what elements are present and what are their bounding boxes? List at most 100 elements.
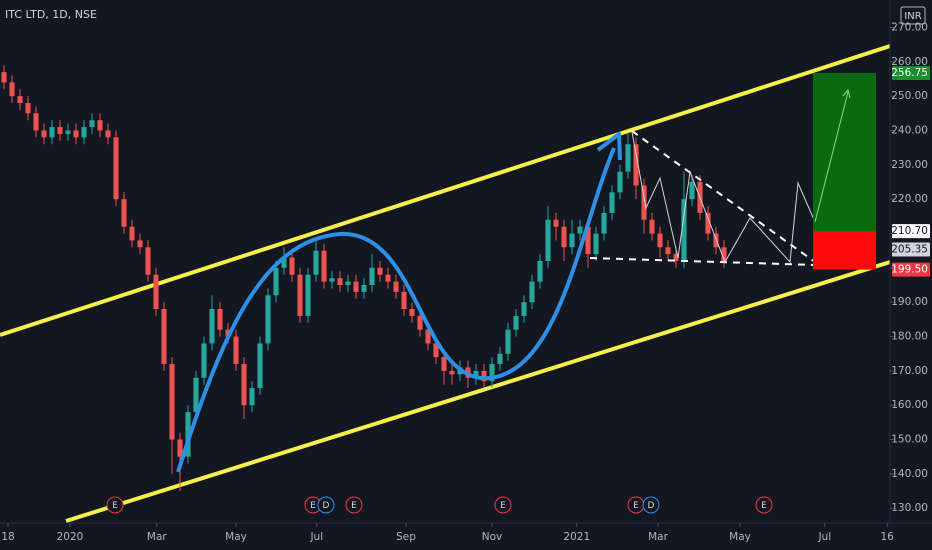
candle-body [233,336,239,365]
candle-body [41,130,47,138]
currency-box[interactable] [900,6,926,25]
candle-body [673,254,679,261]
event-label: E [351,501,357,511]
candle-body [617,171,623,193]
x-tick-label: Jul [309,531,323,543]
currency[interactable]: INR [904,11,921,22]
loss-zone [813,231,876,270]
candle-body [73,130,79,138]
target-arrow-head [842,88,851,99]
candle-body [273,267,279,296]
y-tick-label: 220.00 [891,193,928,205]
candle-body [17,96,23,104]
candle-body [281,257,287,268]
candle-body [545,219,551,261]
channel-upper [0,44,891,337]
candle-body [1,72,7,83]
channel-lower [65,260,891,523]
candle-body [257,343,263,389]
price-label: 205.35 [891,243,928,255]
candle-body [593,233,599,255]
drawings [0,44,891,523]
chart-title: ITC LTD, 1D, NSE [5,8,97,21]
candle-body [137,240,143,248]
candle-body [401,291,407,310]
event-marker [317,496,335,514]
candle-body [129,226,135,241]
triangle-top [631,130,816,263]
candle-body [601,212,607,234]
event-label: D [323,501,330,511]
y-tick-label: 270.00 [891,21,928,33]
candle-body [377,267,383,275]
candle-body [649,219,655,234]
candle-body [489,364,495,382]
x-tick-label: Nov [482,531,503,543]
candle-body [361,285,367,292]
price-label-bg [892,65,930,80]
candle-body [249,388,255,406]
candle-body [9,82,15,97]
y-tick-label: 250.00 [891,90,928,102]
candle-body [529,281,535,303]
candle-body [145,247,151,275]
candle-body [337,278,343,286]
y-tick-label: 180.00 [891,331,928,343]
candle-body [609,192,615,213]
candle-body [169,364,175,440]
price-label-bg [892,242,930,257]
y-tick-label: 260.00 [891,56,928,68]
candle-body [473,370,479,378]
event-marker [345,496,363,514]
candle-body [713,233,719,248]
target-arrow [814,91,849,223]
candle-body [705,212,711,234]
x-tick-label: 2021 [563,531,590,543]
candle-body [241,364,247,406]
candle-body [689,182,695,200]
candle-body [449,370,455,375]
candle-body [585,226,591,255]
candle-body [177,439,183,457]
candle-body [313,250,319,275]
candle-body [201,343,207,378]
candle-body [657,233,663,248]
candle-body [577,226,583,234]
candle-body [505,329,511,354]
event-label: E [633,501,639,511]
candle-body [681,199,687,261]
candle-body [289,257,295,275]
candle-body [25,103,31,114]
candle-body [193,377,199,413]
event-label: E [500,501,506,511]
candle-body [633,144,639,186]
event-marker [642,496,660,514]
candle-body [89,120,95,128]
candle-body [417,315,423,330]
event-marker [755,496,773,514]
y-tick-label: 170.00 [891,365,928,377]
event-label: E [761,501,767,511]
candle-body [353,281,359,292]
candle-body [721,247,727,261]
candle-body [521,302,527,316]
candle-body [425,329,431,344]
candle-body [161,309,167,365]
candle-body [625,144,631,172]
candle-body [185,412,191,457]
candle-body [497,353,503,365]
cup-arrow [596,132,622,161]
price-label: 256.75 [891,67,928,79]
candle-body [433,343,439,358]
y-tick-label: 140.00 [891,468,928,480]
candle-body [217,309,223,330]
y-tick-label: 230.00 [891,159,928,171]
x-tick-label: Sep [396,531,416,543]
candle-body [537,260,543,282]
y-tick-label: 130.00 [891,502,928,514]
event-marker [494,496,512,514]
candle-body [409,309,415,316]
candle-body [209,309,215,344]
